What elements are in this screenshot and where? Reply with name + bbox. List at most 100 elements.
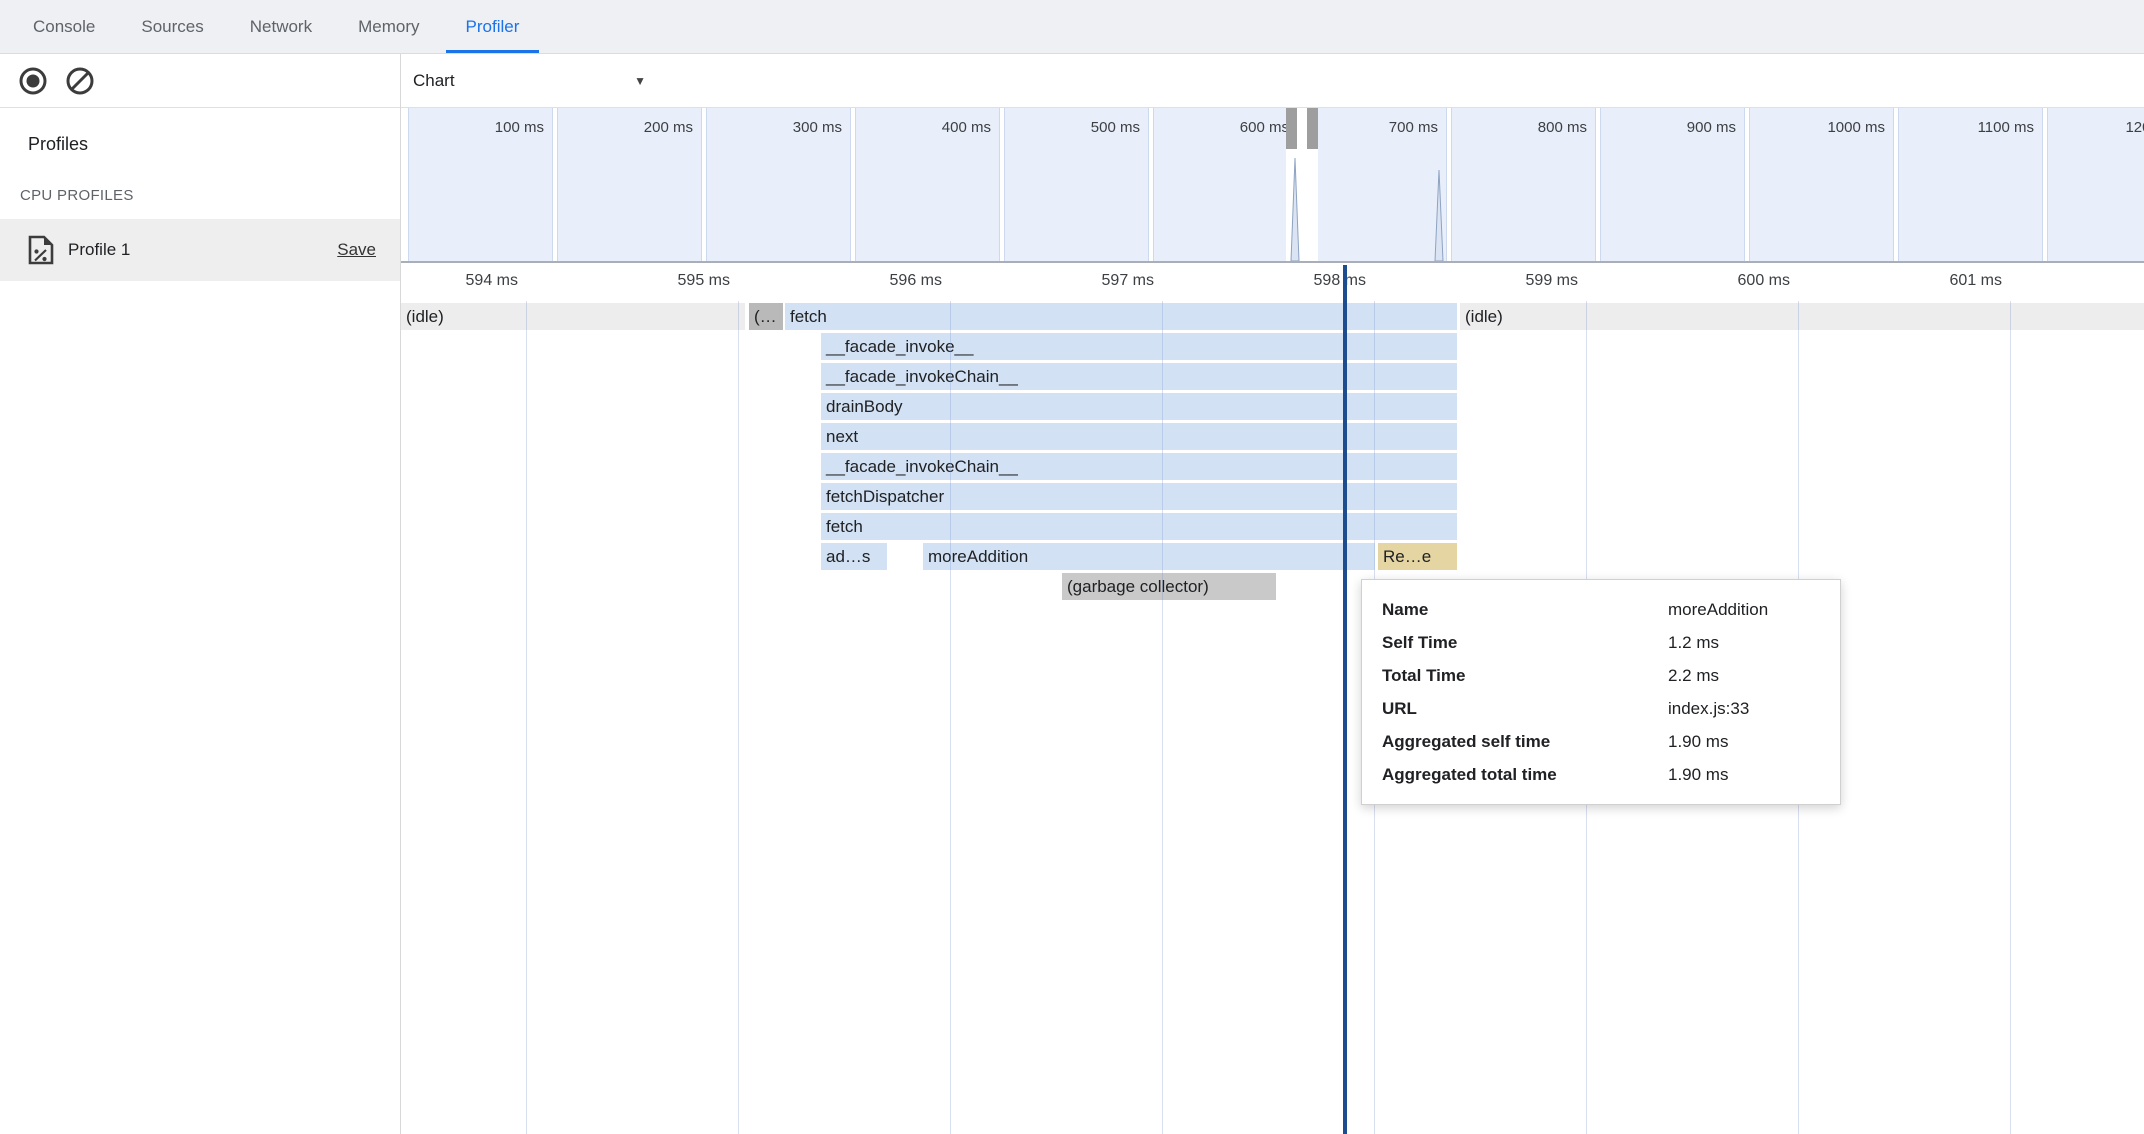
tooltip-label: Aggregated total time: [1382, 764, 1557, 784]
flame-bar[interactable]: (idle): [401, 303, 745, 330]
flame-bar-label: ad…s: [826, 547, 871, 566]
overview-column: 1100 ms: [1898, 108, 2043, 261]
overview-tick-label: 100 ms: [494, 119, 544, 136]
tooltip-row: Self Time 1.2 ms: [1382, 626, 1820, 659]
overview-column: 600 ms: [1153, 108, 1298, 261]
tooltip-row: Total Time 2.2 ms: [1382, 659, 1820, 692]
devtools-tabbar: Console Sources Network Memory Profiler: [0, 0, 2144, 54]
record-profile-button[interactable]: [18, 66, 48, 96]
flame-bar[interactable]: __facade_invokeChain__: [821, 453, 1457, 480]
flame-bar-label: fetch: [790, 307, 827, 326]
tab-console[interactable]: Console: [33, 16, 96, 36]
profiler-controls-toolbar: [0, 54, 400, 108]
tooltip-value: 1.90 ms: [1668, 764, 1729, 784]
frame-details-tooltip: Name moreAddition Self Time 1.2 ms Total Tim…: [1361, 579, 1841, 805]
overview-column: 400 ms: [855, 108, 1000, 261]
flame-bar[interactable]: moreAddition: [923, 543, 1375, 570]
tooltip-label: Aggregated self time: [1382, 731, 1551, 751]
overview-column: 700 ms: [1302, 108, 1447, 261]
tab-profiler[interactable]: Profiler: [443, 0, 543, 53]
tooltip-value: moreAddition: [1668, 599, 1769, 619]
flame-bar-label: __facade_invokeChain__: [826, 367, 1018, 386]
tooltip-value: index.js:33: [1668, 698, 1750, 718]
overview-tick-label: 1200 ms: [2125, 119, 2144, 136]
overview-tick-label: 800 ms: [1537, 119, 1587, 136]
profile-document-icon: [28, 235, 54, 265]
selection-handle-right[interactable]: [1307, 108, 1318, 149]
tooltip-label: URL: [1382, 698, 1417, 718]
flame-bar-label: drainBody: [826, 397, 903, 416]
tab-sources[interactable]: Sources: [141, 16, 204, 36]
time-cursor-line: [1343, 265, 1347, 1134]
ruler-tick-label: 598 ms: [1313, 272, 1366, 289]
tooltip-row: URL index.js:33: [1382, 692, 1820, 725]
profile-list-item[interactable]: Profile 1 Save: [0, 219, 400, 281]
overview-tick-label: 200 ms: [643, 119, 693, 136]
overview-tick-label: 400 ms: [941, 119, 991, 136]
ruler-tick-label: 599 ms: [1525, 272, 1578, 289]
flame-bar[interactable]: (garbage collector): [1062, 573, 1276, 600]
overview-column: 1200 ms: [2047, 108, 2144, 261]
view-mode-dropdown[interactable]: Chart ▼: [413, 71, 646, 91]
tooltip-label: Total Time: [1382, 665, 1466, 685]
selection-handle-left[interactable]: [1286, 108, 1297, 149]
flame-bar-label: fetchDispatcher: [826, 487, 945, 506]
flame-bar[interactable]: fetch: [785, 303, 1457, 330]
ruler-tick-label: 594 ms: [465, 272, 518, 289]
flame-bar-label: moreAddition: [928, 547, 1029, 566]
overview-column: 1000 ms: [1749, 108, 1894, 261]
flame-bar-label: __facade_invoke__: [826, 337, 974, 356]
flame-bar[interactable]: next: [821, 423, 1457, 450]
overview-tick-label: 600 ms: [1239, 119, 1289, 136]
profiles-title: Profiles: [28, 134, 89, 154]
tab-memory[interactable]: Memory: [358, 16, 420, 36]
flame-bar-label: (…: [754, 307, 777, 326]
tab-network[interactable]: Network: [249, 16, 313, 36]
cpu-profiles-section-label: CPU PROFILES: [20, 187, 134, 204]
tooltip-value: 1.2 ms: [1668, 632, 1720, 652]
tooltip-label: Self Time: [1382, 632, 1458, 652]
flame-chart[interactable]: 594 ms 595 ms 596 ms 597 ms 598 ms 599 ms 600 …: [401, 263, 2144, 1134]
flame-bar[interactable]: (…: [749, 303, 783, 330]
save-profile-link[interactable]: Save: [337, 240, 376, 259]
ruler-tick-label: 601 ms: [1949, 272, 2002, 289]
flame-bar-label: fetch: [826, 517, 863, 536]
overview-tick-label: 900 ms: [1686, 119, 1736, 136]
flame-bar-label: next: [826, 427, 859, 446]
flame-bar[interactable]: (idle): [1460, 303, 2144, 330]
profiles-sidebar: Profiles CPU PROFILES Profile 1 Save: [0, 54, 401, 1134]
flame-bar[interactable]: drainBody: [821, 393, 1457, 420]
chevron-down-icon: ▼: [634, 73, 646, 88]
record-icon: [19, 67, 47, 94]
overview-tick-label: 700 ms: [1388, 119, 1438, 136]
gridline: [738, 301, 739, 1134]
flame-bar[interactable]: fetchDispatcher: [821, 483, 1457, 510]
overview-tick-label: 1100 ms: [1977, 119, 2034, 136]
profile-name: Profile 1: [68, 240, 131, 259]
overview-tick-label: 300 ms: [792, 119, 842, 136]
clear-profiles-button[interactable]: [65, 66, 95, 96]
flame-bar[interactable]: __facade_invoke__: [821, 333, 1457, 360]
flame-bar-label: (garbage collector): [1067, 577, 1209, 596]
tooltip-row: Name moreAddition: [1382, 593, 1820, 626]
flame-bar[interactable]: ad…s: [821, 543, 887, 570]
view-mode-value: Chart: [413, 70, 455, 90]
overview-tick-label: 500 ms: [1090, 119, 1140, 136]
tooltip-label: Name: [1382, 599, 1429, 619]
tooltip-value: 2.2 ms: [1668, 665, 1720, 685]
tooltip-value: 1.90 ms: [1668, 731, 1729, 751]
gridline: [526, 301, 527, 1134]
flame-bar-label: (idle): [406, 307, 444, 326]
overview-tick-label: 1000 ms: [1827, 119, 1885, 136]
flame-bar[interactable]: __facade_invokeChain__: [821, 363, 1457, 390]
flame-bar-label: __facade_invokeChain__: [826, 457, 1018, 476]
gridline: [2010, 301, 2011, 1134]
ruler-tick-label: 596 ms: [889, 272, 942, 289]
flame-bar[interactable]: Re…e: [1378, 543, 1457, 570]
overview-column: 300 ms: [706, 108, 851, 261]
tooltip-row: Aggregated self time 1.90 ms: [1382, 725, 1820, 758]
overview-column: 200 ms: [557, 108, 702, 261]
timeline-overview[interactable]: 100 ms 200 ms 300 ms 400 ms 500 ms 600 ms 700 …: [401, 108, 2144, 263]
overview-column: 900 ms: [1600, 108, 1745, 261]
flame-bar[interactable]: fetch: [821, 513, 1457, 540]
